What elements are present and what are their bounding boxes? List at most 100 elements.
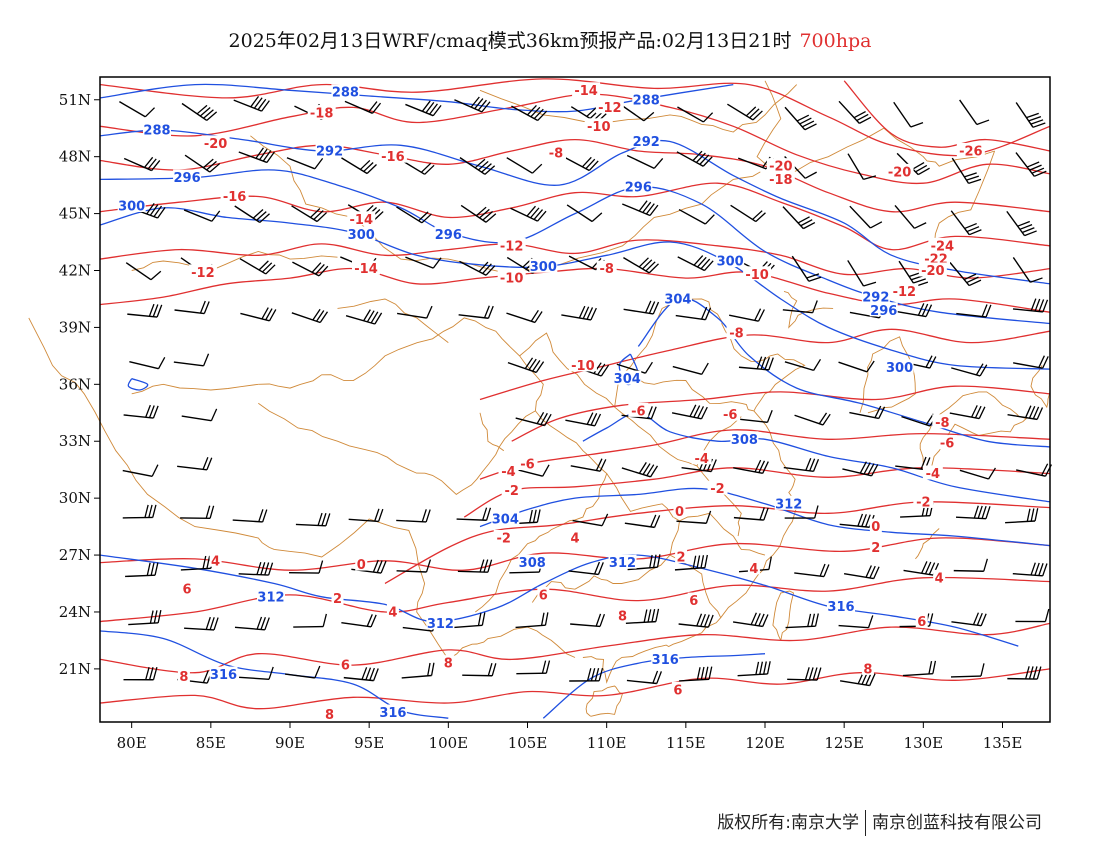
height-label: 316 <box>379 706 406 721</box>
contour-label-bg <box>616 607 629 622</box>
wind-barb <box>565 412 602 427</box>
height-label: 296 <box>174 171 201 186</box>
wind-barb <box>738 356 774 371</box>
temperature-contour <box>99 239 1051 279</box>
wind-barb <box>729 308 765 322</box>
wind-barb <box>951 363 988 377</box>
wind-barb <box>626 670 662 685</box>
pressure-level: 700hpa <box>799 30 872 52</box>
wind-barb <box>239 666 274 680</box>
wind-barb <box>1015 608 1050 623</box>
wind-barb <box>173 353 210 367</box>
temperature-label: 6 <box>689 594 698 609</box>
wind-barb <box>784 505 819 519</box>
wind-barb <box>838 615 874 629</box>
contour-label-bg <box>434 226 463 241</box>
wind-barb <box>291 308 329 324</box>
contour-label-bg <box>937 435 958 450</box>
wind-barb <box>733 459 769 474</box>
wind-barb <box>951 612 987 627</box>
boundary-line <box>479 412 505 452</box>
temperature-label: 4 <box>749 562 758 577</box>
contour-label-bg <box>117 198 146 212</box>
wind-barb <box>626 154 664 169</box>
wind-barb <box>674 554 708 571</box>
wind-barb <box>234 205 270 224</box>
temperature-label: -14 <box>350 213 374 228</box>
temperature-label: -18 <box>769 173 793 188</box>
wind-barb <box>794 563 830 578</box>
height-label: 316 <box>210 668 237 683</box>
wind-barb <box>345 309 383 325</box>
map-frame <box>99 76 1051 723</box>
temperature-contour <box>843 80 1051 152</box>
wind-barb <box>568 561 604 576</box>
contour-label-bg <box>315 142 344 157</box>
temperature-label: 6 <box>539 588 548 603</box>
copyright-footer: 版权所有:南京大学 南京创蓝科技有限公司 <box>717 808 1042 836</box>
temperature-label: -10 <box>587 120 611 135</box>
temperature-label: 0 <box>675 505 684 520</box>
temperature-label: -2 <box>497 531 511 546</box>
wind-barb <box>622 200 659 217</box>
contour-label-bg <box>537 586 550 601</box>
wind-barb <box>291 205 327 223</box>
temperature-label: 8 <box>179 670 188 685</box>
lon-tick-label: 130E <box>904 734 944 752</box>
lat-tick-label: 27N <box>59 546 91 564</box>
lon-tick-label: 80E <box>117 734 147 752</box>
temperature-contour <box>99 182 1051 251</box>
contour-label-bg <box>932 414 953 429</box>
temperature-label: -6 <box>940 437 954 452</box>
contour-label-bg <box>774 495 803 510</box>
lon-tick-label: 125E <box>824 734 864 752</box>
wind-barb <box>344 100 382 114</box>
wind-barb <box>506 309 543 324</box>
boundary-line <box>479 84 798 133</box>
wind-barb <box>849 405 886 420</box>
contour-label-bg <box>181 581 194 596</box>
contour-label-bg <box>613 370 642 385</box>
wind-barb <box>123 156 161 172</box>
contour-label-bg <box>426 615 455 630</box>
contour-label-bg <box>743 266 772 281</box>
contour-label-bg <box>890 283 919 298</box>
wind-barb <box>842 461 879 477</box>
wind-barb <box>950 210 982 236</box>
wind-barb <box>794 412 831 426</box>
wind-barb <box>562 155 599 172</box>
wind-barb <box>679 666 713 682</box>
contour-label-bg <box>201 135 230 150</box>
lon-tick-label: 95E <box>354 734 384 752</box>
temperature-label: 4 <box>570 531 579 546</box>
wind-barb <box>953 558 989 572</box>
wind-barb <box>1013 355 1049 369</box>
temperature-label: 4 <box>935 571 944 586</box>
temperature-label: -10 <box>571 359 595 374</box>
wind-barb <box>1007 666 1042 680</box>
height-contour <box>479 487 1051 547</box>
wind-barb <box>516 660 551 675</box>
height-label: 288 <box>633 93 660 108</box>
boundary-line <box>131 251 338 271</box>
temperature-label: 4 <box>211 554 220 569</box>
contour-label-bg <box>928 237 957 252</box>
temperature-label: -26 <box>959 144 983 159</box>
contour-label-bg <box>347 211 376 226</box>
contour-label-bg <box>632 91 661 106</box>
temperature-label: -14 <box>574 84 598 99</box>
height-label: 312 <box>775 497 802 512</box>
temperature-label: -8 <box>729 327 743 342</box>
wind-barb <box>396 559 432 573</box>
wind-barb <box>174 300 210 315</box>
temperature-label: 8 <box>863 662 872 677</box>
temperature-label: -18 <box>310 107 334 122</box>
lat-tick-label: 48N <box>59 148 91 166</box>
wind-barb <box>624 514 661 529</box>
wind-barb <box>458 305 494 319</box>
wind-barb <box>181 408 218 422</box>
height-label: 304 <box>614 372 641 387</box>
contour-label-bg <box>691 450 712 465</box>
wind-barb <box>177 457 213 471</box>
temperature-label: -4 <box>926 467 940 482</box>
